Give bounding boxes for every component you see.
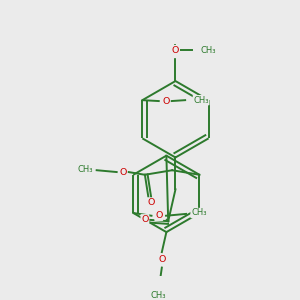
Text: O: O bbox=[119, 167, 127, 176]
Text: O: O bbox=[155, 211, 162, 220]
Text: CH₃: CH₃ bbox=[77, 165, 93, 174]
Text: CH₃: CH₃ bbox=[200, 46, 216, 55]
Text: O: O bbox=[162, 97, 170, 106]
Text: O: O bbox=[172, 48, 179, 57]
Text: CH₃: CH₃ bbox=[191, 208, 207, 217]
Text: O: O bbox=[141, 215, 148, 224]
Text: O: O bbox=[147, 198, 154, 207]
Text: O: O bbox=[172, 46, 179, 55]
Text: CH₃: CH₃ bbox=[150, 291, 166, 300]
Text: CH₃: CH₃ bbox=[193, 96, 209, 105]
Text: O: O bbox=[158, 255, 166, 264]
